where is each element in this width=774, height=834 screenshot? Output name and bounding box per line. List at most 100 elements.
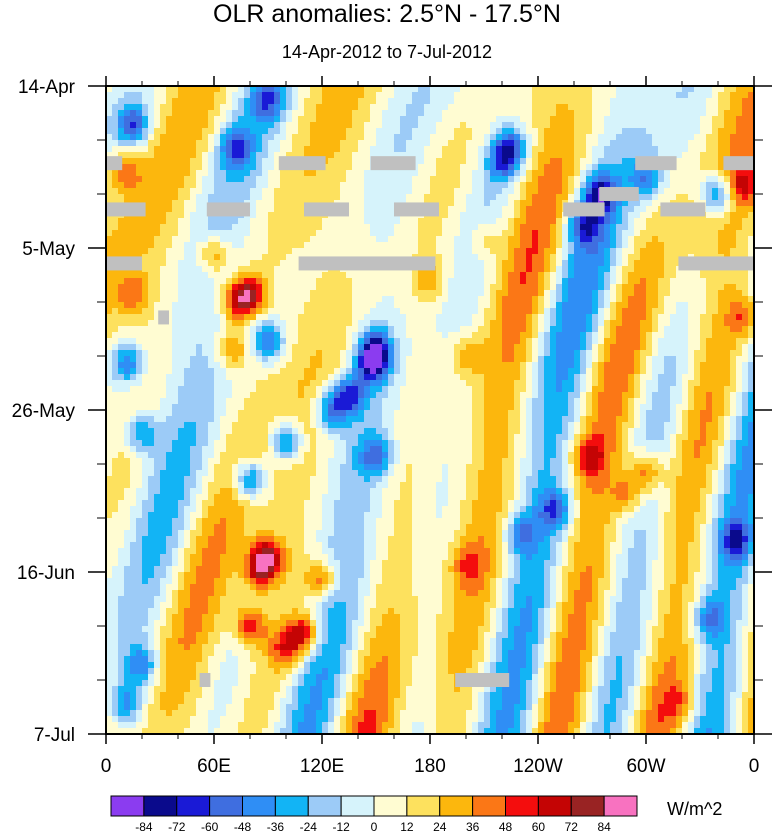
field-cell (694, 314, 701, 321)
field-cell (430, 146, 437, 153)
field-cell (670, 296, 677, 303)
field-cell (646, 302, 653, 309)
field-cell (550, 284, 557, 291)
field-cell (208, 344, 215, 351)
field-cell (640, 284, 647, 291)
field-cell (688, 242, 695, 249)
field-cell (736, 350, 743, 357)
field-cell (502, 212, 509, 219)
field-cell (562, 326, 569, 333)
field-cell (472, 284, 479, 291)
field-cell (538, 254, 545, 261)
field-cell (682, 350, 689, 357)
field-cell (346, 212, 353, 219)
field-cell (232, 242, 239, 249)
field-cell (136, 140, 143, 147)
field-cell (412, 104, 419, 111)
field-cell (496, 158, 503, 165)
field-cell (232, 248, 239, 255)
field-cell (742, 296, 749, 303)
field-cell (322, 230, 329, 237)
field-cell (454, 176, 461, 183)
field-cell (274, 122, 281, 129)
field-cell (358, 320, 365, 327)
field-cell (562, 296, 569, 303)
field-cell (340, 236, 347, 243)
field-cell (466, 242, 473, 249)
field-cell (280, 134, 287, 141)
field-cell (724, 92, 731, 99)
field-cell (178, 146, 185, 153)
field-cell (724, 248, 731, 255)
field-cell (202, 338, 209, 345)
field-cell (292, 98, 299, 105)
field-cell (688, 338, 695, 345)
field-cell (274, 158, 281, 165)
field-cell (748, 128, 754, 135)
field-cell (220, 320, 227, 327)
field-cell (586, 116, 593, 123)
field-cell (574, 152, 581, 159)
field-cell (340, 158, 347, 165)
field-cell (346, 350, 353, 357)
field-cell (184, 230, 191, 237)
field-cell (448, 266, 455, 273)
field-cell (160, 86, 167, 93)
field-cell (250, 326, 257, 333)
field-cell (286, 110, 293, 117)
field-cell (202, 326, 209, 333)
field-cell (514, 260, 521, 267)
field-cell (130, 320, 137, 327)
field-cell (352, 290, 359, 297)
field-cell (430, 122, 437, 129)
field-cell (142, 218, 149, 225)
field-cell (220, 362, 227, 369)
field-cell (394, 194, 401, 201)
field-cell (496, 284, 503, 291)
field-cell (502, 104, 509, 111)
field-cell (532, 176, 539, 183)
field-cell (430, 128, 437, 135)
field-cell (736, 302, 743, 309)
field-cell (370, 188, 377, 195)
field-cell (328, 350, 335, 357)
field-cell (256, 302, 263, 309)
field-cell (196, 200, 203, 207)
field-cell (166, 110, 173, 117)
field-cell (664, 128, 671, 135)
field-cell (178, 200, 185, 207)
field-cell (436, 188, 443, 195)
field-cell (340, 248, 347, 255)
field-cell (694, 98, 701, 105)
field-cell (454, 302, 461, 309)
field-cell (646, 212, 653, 219)
field-cell (676, 296, 683, 303)
field-cell (208, 236, 215, 243)
field-cell (724, 176, 731, 183)
field-cell (562, 236, 569, 243)
field-cell (358, 350, 365, 357)
field-cell (172, 290, 179, 297)
field-cell (472, 92, 479, 99)
field-cell (544, 254, 551, 261)
field-cell (394, 230, 401, 237)
field-cell (142, 308, 149, 315)
field-cell (538, 194, 545, 201)
field-cell (184, 302, 191, 309)
field-cell (190, 212, 197, 219)
field-cell (532, 290, 539, 297)
field-cell (502, 302, 509, 309)
field-cell (382, 116, 389, 123)
field-cell (352, 212, 359, 219)
field-cell (580, 272, 587, 279)
field-cell (160, 326, 167, 333)
field-cell (136, 122, 143, 129)
field-cell (682, 92, 689, 99)
field-cell (532, 266, 539, 273)
field-cell (580, 242, 587, 249)
field-cell (496, 182, 503, 189)
field-cell (232, 254, 239, 261)
field-cell (292, 152, 299, 159)
field-cell (322, 98, 329, 105)
field-cell (166, 92, 173, 99)
